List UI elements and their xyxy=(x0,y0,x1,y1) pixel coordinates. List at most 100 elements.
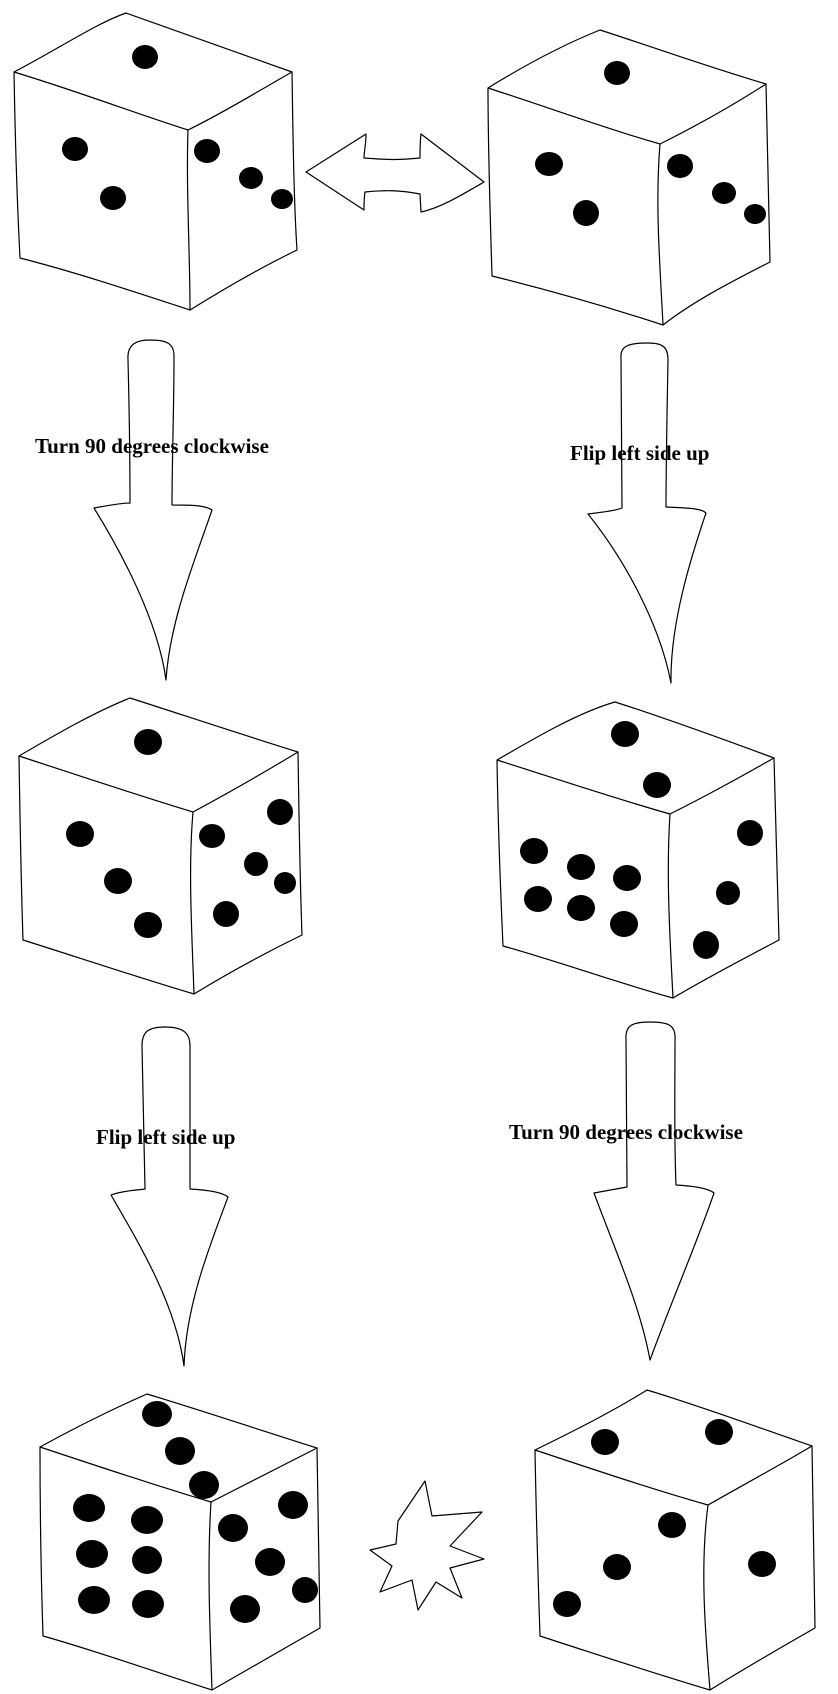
pips-right xyxy=(199,799,296,927)
pip xyxy=(658,1512,686,1538)
die-top-edge xyxy=(18,751,299,813)
pip xyxy=(524,886,552,912)
pips-top xyxy=(604,61,630,85)
die-middle-left xyxy=(18,697,303,995)
die-top-edge xyxy=(39,1446,318,1503)
pip xyxy=(611,721,639,747)
pips-top xyxy=(142,1401,219,1499)
die-vertical-edge xyxy=(186,129,191,311)
die-vertical-edge xyxy=(208,1501,213,1691)
die-outline xyxy=(534,1389,816,1691)
pips-left xyxy=(520,838,641,937)
pip xyxy=(213,901,239,927)
pip xyxy=(292,1577,318,1603)
pip xyxy=(100,186,126,210)
pips-left xyxy=(62,137,126,210)
pips-top xyxy=(132,45,158,69)
pips-left xyxy=(73,1494,164,1618)
down-arrow-icon xyxy=(587,342,707,684)
pip xyxy=(535,152,563,176)
pips-left xyxy=(66,821,162,938)
die-top-left xyxy=(13,12,298,311)
die-top-right xyxy=(487,29,771,326)
pip xyxy=(737,820,763,846)
down-arrow-icon xyxy=(110,1026,229,1367)
pips-left xyxy=(535,152,599,226)
pip xyxy=(613,865,641,891)
pip xyxy=(230,1595,260,1623)
step-arrow-right-2: Turn 90 degrees clockwise xyxy=(509,1021,743,1361)
pip xyxy=(573,200,599,226)
die-vertical-edge xyxy=(703,1504,711,1691)
step-arrow-right-1: Flip left side up xyxy=(570,342,709,684)
die-middle-right xyxy=(496,701,780,999)
step-label-right-1: Flip left side up xyxy=(570,441,709,465)
pip xyxy=(267,799,293,825)
pip xyxy=(603,1554,631,1580)
pip xyxy=(104,868,132,894)
pip xyxy=(134,729,162,755)
step-arrow-left-1: Turn 90 degrees clockwise xyxy=(35,339,269,681)
double-arrow-icon xyxy=(305,133,485,213)
pip xyxy=(194,139,220,163)
pip xyxy=(271,189,293,209)
pip xyxy=(62,137,88,161)
pip xyxy=(131,1506,163,1534)
pip xyxy=(716,881,740,905)
pips-right xyxy=(194,139,293,209)
starburst-icon xyxy=(369,1480,485,1611)
pips-right xyxy=(693,820,763,959)
step-arrow-left-2: Flip left side up xyxy=(96,1026,235,1367)
pip xyxy=(591,1429,619,1455)
pip xyxy=(705,1419,733,1445)
pip xyxy=(255,1548,285,1576)
pips-right xyxy=(748,1551,776,1577)
down-arrow-icon xyxy=(593,1021,715,1361)
pips-right xyxy=(667,154,766,224)
pip xyxy=(165,1437,195,1465)
pip xyxy=(78,1586,110,1614)
pip xyxy=(667,154,693,178)
die-vertical-edge xyxy=(657,143,664,326)
pip xyxy=(274,872,296,894)
die-top-edge xyxy=(534,1445,813,1506)
pip xyxy=(748,1551,776,1577)
pip xyxy=(132,1546,162,1574)
pip xyxy=(132,45,158,69)
die-top-edge xyxy=(496,757,775,815)
pip xyxy=(239,167,263,189)
pip xyxy=(520,838,548,864)
pip xyxy=(712,182,736,204)
pip xyxy=(199,824,225,848)
step-label-right-2: Turn 90 degrees clockwise xyxy=(509,1120,743,1144)
pip xyxy=(66,821,94,847)
down-arrow-icon xyxy=(93,339,213,681)
die-bottom-left xyxy=(39,1393,321,1691)
pips-right xyxy=(218,1491,318,1623)
pip xyxy=(744,204,766,224)
pip xyxy=(553,1591,581,1617)
pip xyxy=(693,931,719,959)
die-top-edge xyxy=(13,71,293,131)
step-label-left-1: Turn 90 degrees clockwise xyxy=(35,434,269,458)
pip xyxy=(189,1471,219,1499)
pip xyxy=(134,912,162,938)
die-bottom-right xyxy=(534,1389,816,1691)
pip xyxy=(73,1494,105,1522)
pip xyxy=(643,772,671,798)
pips-top xyxy=(134,729,162,755)
die-vertical-edge xyxy=(189,811,195,995)
pip xyxy=(567,895,595,921)
pip xyxy=(278,1491,308,1519)
pip xyxy=(142,1401,172,1427)
pip xyxy=(76,1540,108,1568)
pip xyxy=(132,1590,164,1618)
pip xyxy=(244,852,268,876)
pip xyxy=(218,1514,248,1542)
pips-top xyxy=(611,721,671,798)
die-vertical-edge xyxy=(667,813,674,999)
pip xyxy=(604,61,630,85)
pip xyxy=(610,911,638,937)
